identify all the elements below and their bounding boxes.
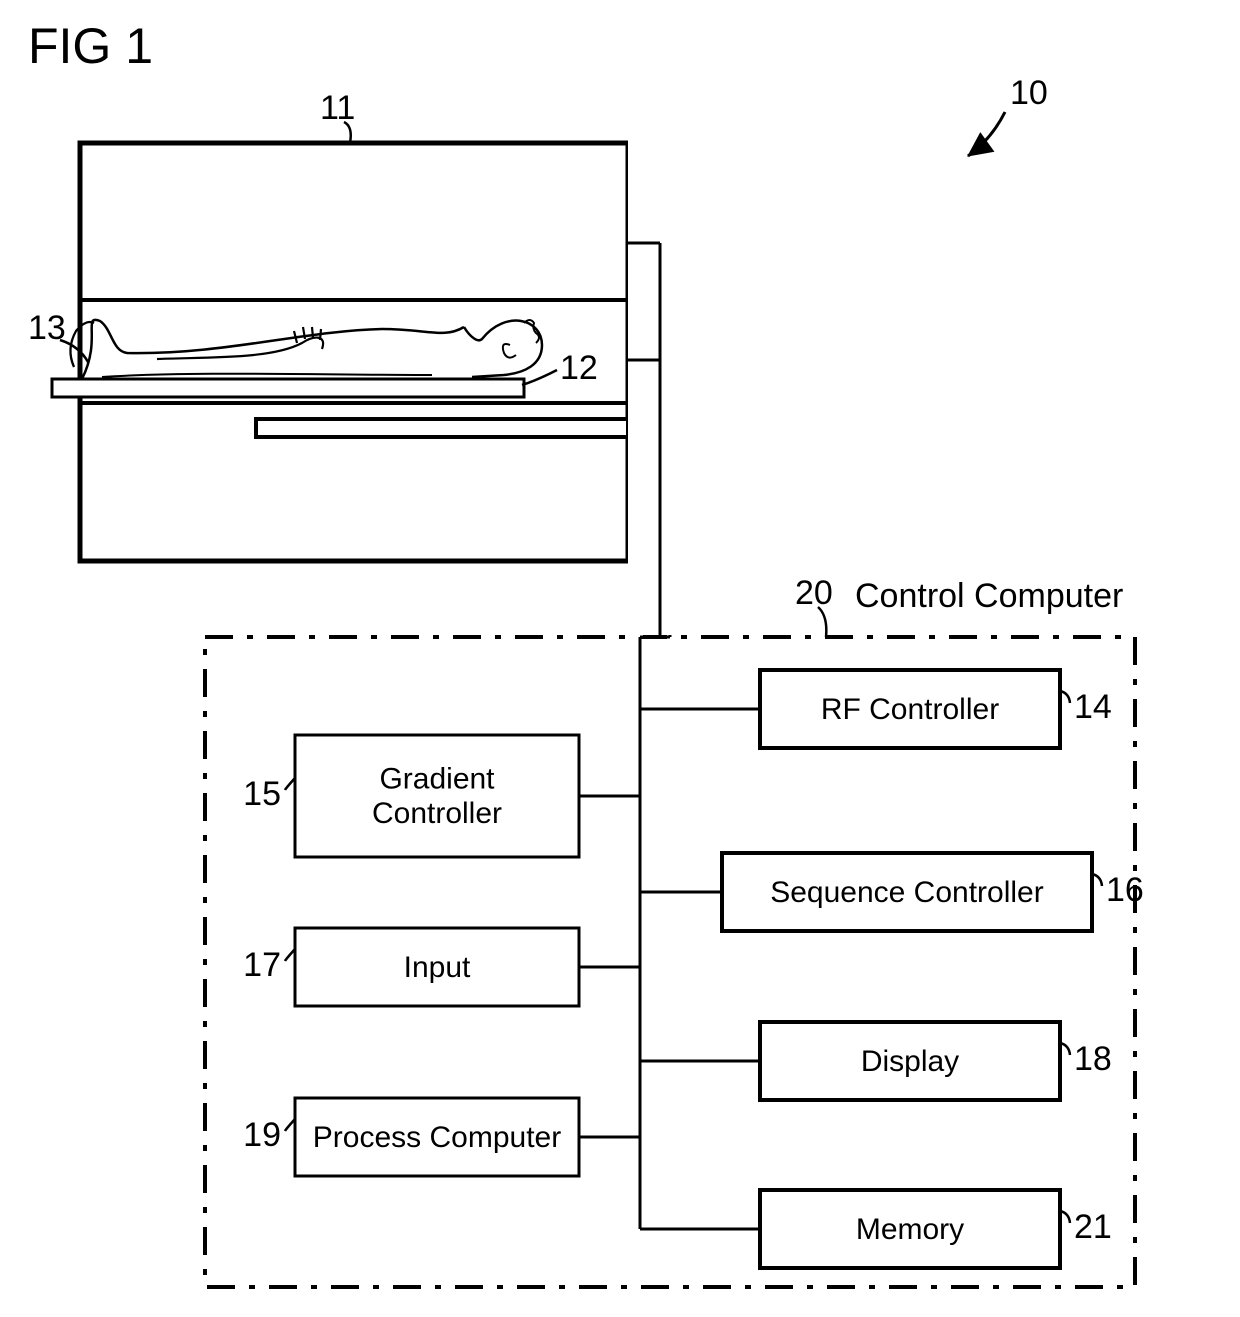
sequence-label: Sequence Controller — [770, 876, 1044, 909]
input-label: Input — [404, 951, 471, 984]
control-computer-title: Control Computer — [855, 577, 1123, 615]
patient-table — [52, 379, 524, 397]
display-label: Display — [861, 1045, 959, 1078]
rf-label: RF Controller — [821, 693, 999, 726]
ref-11: 11 — [320, 89, 355, 127]
ref-14: 14 — [1074, 688, 1112, 726]
ref-16: 16 — [1106, 871, 1144, 909]
ref-19: 19 — [243, 1116, 281, 1154]
gradient-label-0: Gradient — [379, 763, 495, 796]
process-label: Process Computer — [313, 1121, 561, 1154]
scanner-support — [256, 419, 628, 437]
ref-12: 12 — [560, 349, 598, 387]
gradient-label-1: Controller — [372, 797, 502, 830]
ref-18: 18 — [1074, 1040, 1112, 1078]
memory-label: Memory — [856, 1213, 964, 1246]
ref-15: 15 — [243, 775, 281, 813]
ref-10: 10 — [1010, 74, 1048, 112]
ref-17: 17 — [243, 946, 281, 984]
figure-label: FIG 1 — [28, 18, 153, 74]
ref-20: 20 — [795, 574, 833, 612]
gradient-box — [295, 735, 579, 857]
ref-21: 21 — [1074, 1208, 1112, 1246]
